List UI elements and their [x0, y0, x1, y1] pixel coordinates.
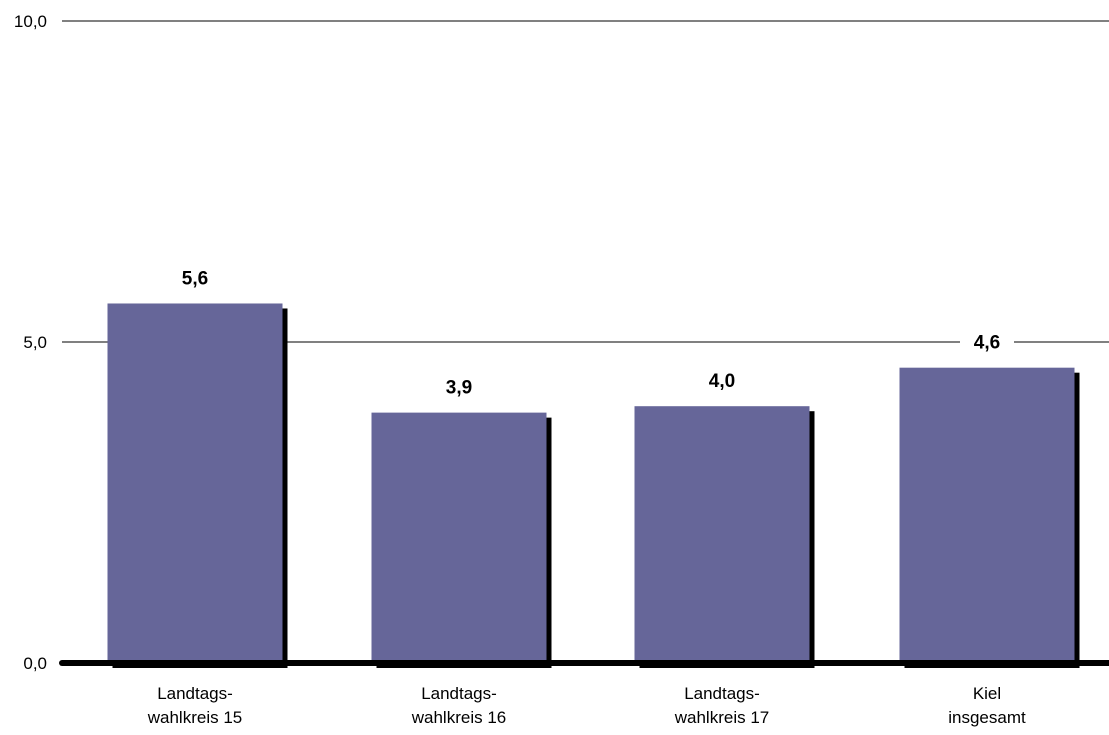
bar	[371, 412, 547, 663]
value-labels: 5,6 3,9 4,0 4,6	[168, 267, 1014, 401]
value-label-backdrop	[695, 370, 749, 395]
y-tick-label: 5,0	[23, 333, 47, 352]
category-label: insgesamt	[948, 708, 1026, 727]
y-tick-label: 0,0	[23, 654, 47, 673]
value-label: 3,9	[446, 378, 472, 399]
value-label-backdrop	[168, 267, 222, 292]
category-label: Kiel	[973, 684, 1001, 703]
y-tick-label: 10,0	[14, 12, 47, 31]
category-label: wahlkreis 16	[411, 708, 507, 727]
category-label: Landtags-	[684, 684, 760, 703]
bar	[899, 367, 1075, 663]
bars	[107, 303, 1080, 668]
value-label: 5,6	[182, 268, 208, 289]
value-label-backdrop	[432, 376, 486, 401]
category-label: Landtags-	[157, 684, 233, 703]
category-labels: Landtags-wahlkreis 15 Landtags-wahlkreis …	[147, 684, 1026, 727]
value-label-backdrop	[960, 331, 1014, 356]
bar	[107, 303, 283, 663]
category-label: Landtags-	[421, 684, 497, 703]
category-label: wahlkreis 17	[674, 708, 770, 727]
category-label: wahlkreis 15	[147, 708, 243, 727]
value-label: 4,0	[709, 371, 735, 392]
value-label: 4,6	[974, 333, 1000, 354]
y-axis-tick-labels: 0,0 5,0 10,0	[14, 12, 47, 673]
gridlines	[62, 20, 1109, 343]
bar	[634, 406, 810, 663]
